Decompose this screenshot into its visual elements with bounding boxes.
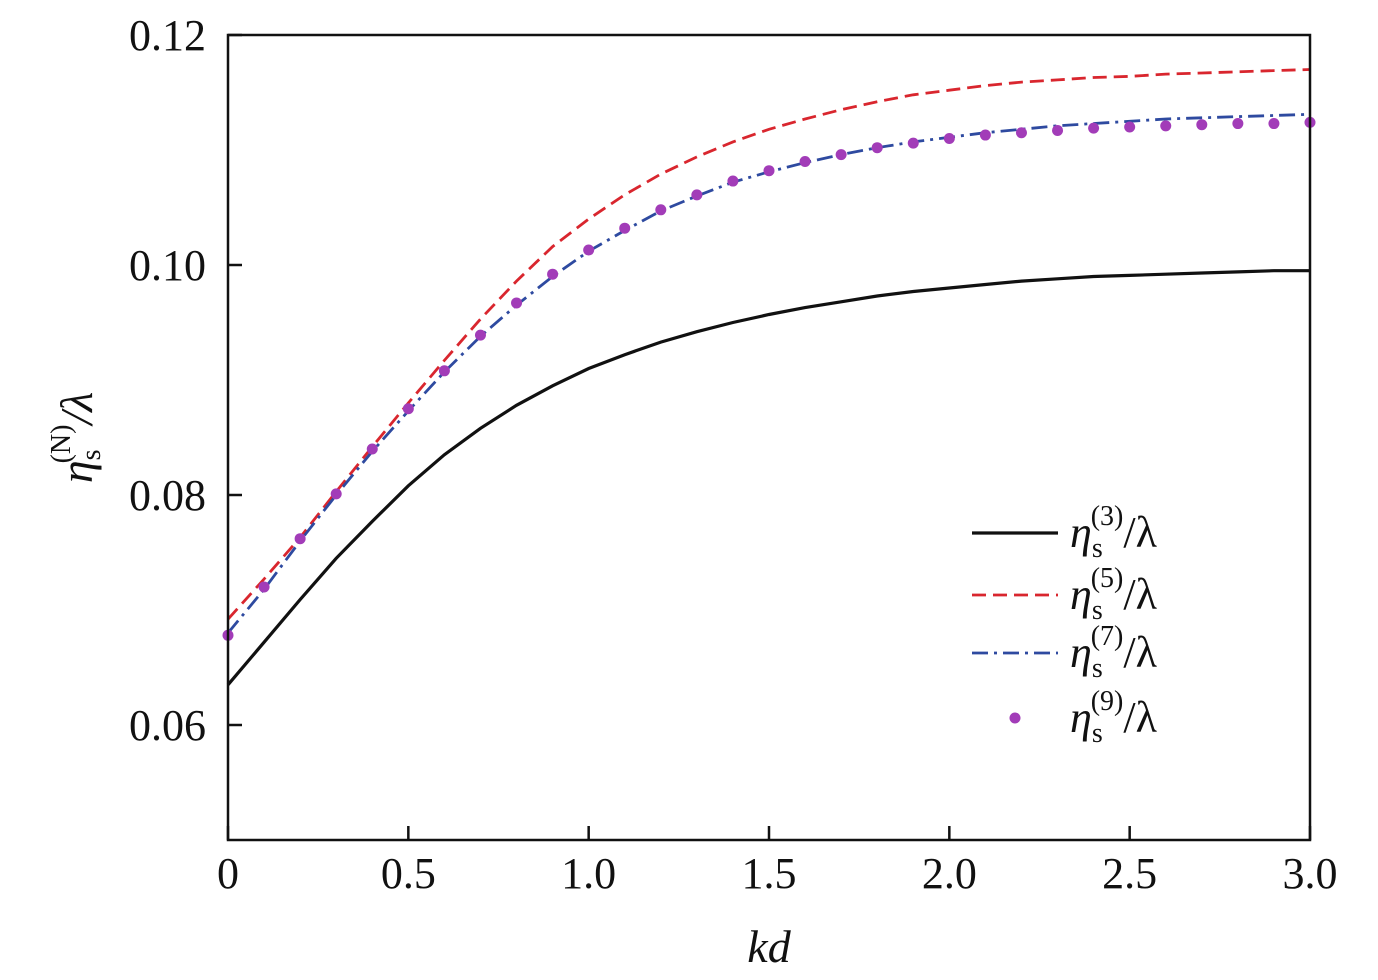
y-axis-label-sup: (N) bbox=[46, 425, 77, 464]
legend-label-2: ηs(7)/λ bbox=[1070, 621, 1158, 684]
x-tick-label: 1.5 bbox=[742, 849, 797, 898]
series-9-point bbox=[727, 175, 739, 187]
series-9-point bbox=[474, 329, 486, 341]
legend-label-1: ηs(5)/λ bbox=[1070, 563, 1158, 626]
x-tick-label: 2.0 bbox=[922, 849, 977, 898]
series-9-point bbox=[583, 244, 595, 256]
x-tick-label: 2.5 bbox=[1102, 849, 1157, 898]
series-line-0 bbox=[226, 269, 1310, 686]
x-tick-label: 0.5 bbox=[381, 849, 436, 898]
x-axis-label: kd bbox=[747, 921, 791, 972]
y-tick-label: 0.06 bbox=[129, 701, 206, 750]
series-9-point bbox=[943, 133, 955, 144]
series-line-1 bbox=[226, 68, 1311, 621]
y-axis-label-tail: /λ bbox=[51, 392, 102, 428]
plot-area bbox=[222, 68, 1316, 686]
legend: ηs(3)/ληs(5)/ληs(7)/ληs(9)/λ bbox=[972, 501, 1158, 749]
series-9-point bbox=[799, 156, 811, 167]
series-9-point bbox=[1232, 118, 1244, 130]
series-9-point bbox=[979, 129, 991, 141]
y-tick-label: 0.12 bbox=[129, 11, 206, 60]
series-9-point bbox=[1052, 124, 1064, 136]
series-9-point bbox=[1268, 118, 1280, 130]
axis-ticks bbox=[226, 33, 1312, 840]
legend-label-3: ηs(9)/λ bbox=[1070, 686, 1158, 749]
series-9-point bbox=[1160, 120, 1172, 132]
series-9-point bbox=[1088, 122, 1100, 134]
series-9-point bbox=[1124, 121, 1136, 133]
x-tick-label: 3.0 bbox=[1283, 849, 1338, 898]
tick-labels: 0 0.5 1.0 1.5 2.0 2.5 3.0 0.06 0.08 0.10 0.12 bbox=[129, 11, 1338, 898]
x-tick-label: 0 bbox=[217, 849, 239, 898]
series-9-point bbox=[835, 149, 847, 161]
legend-marker-3 bbox=[1009, 712, 1021, 724]
series-9-point bbox=[871, 142, 883, 154]
series-9-point bbox=[511, 297, 523, 309]
y-tick-label: 0.08 bbox=[129, 471, 206, 520]
series-9-point bbox=[366, 443, 378, 455]
series-9-point bbox=[655, 204, 667, 216]
series-9-point bbox=[330, 488, 342, 500]
series-9-point bbox=[1015, 127, 1027, 139]
series-9-point bbox=[547, 268, 559, 280]
y-axis-label-base: η bbox=[51, 460, 102, 483]
y-tick-label: 0.10 bbox=[129, 241, 206, 290]
series-9-point bbox=[438, 365, 450, 377]
series-9-point bbox=[402, 403, 414, 415]
x-tick-label: 1.0 bbox=[561, 849, 616, 898]
series-9-point bbox=[1196, 119, 1208, 131]
y-axis-label: ηs(N)/λ bbox=[46, 392, 107, 483]
series-9-point bbox=[258, 581, 270, 593]
y-axis-label-sub: s bbox=[76, 449, 107, 460]
legend-label-0: ηs(3)/λ bbox=[1070, 501, 1158, 564]
series-9-point bbox=[907, 137, 919, 149]
series-9-point bbox=[294, 533, 306, 545]
series-9-point bbox=[763, 165, 775, 177]
series-9-point bbox=[619, 222, 631, 234]
series-9-point bbox=[691, 189, 703, 201]
